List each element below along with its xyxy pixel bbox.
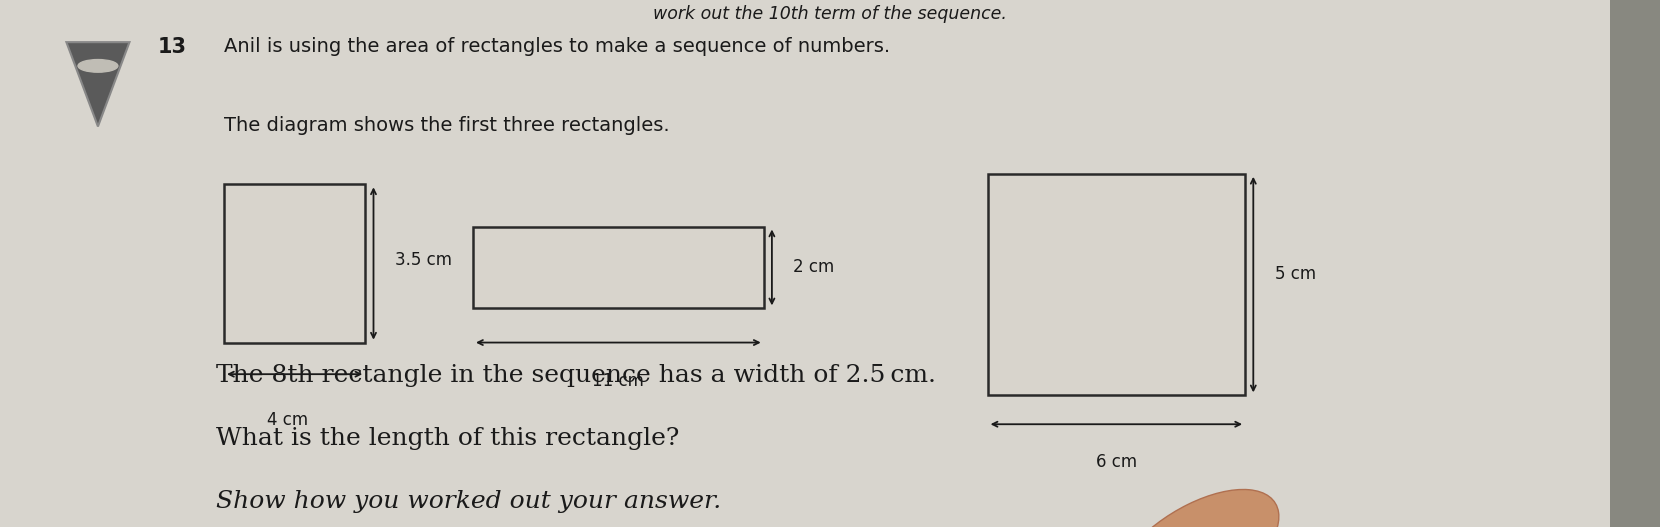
Text: work out the 10th term of the sequence.: work out the 10th term of the sequence. (652, 5, 1008, 23)
Text: 5 cm: 5 cm (1275, 265, 1316, 282)
Text: Show how you worked out your answer.: Show how you worked out your answer. (216, 490, 720, 513)
Bar (473, 227, 764, 308)
Circle shape (78, 60, 118, 72)
Ellipse shape (1112, 490, 1278, 527)
Text: 3.5 cm: 3.5 cm (395, 251, 452, 269)
Text: 11 cm: 11 cm (593, 372, 644, 389)
Bar (224, 184, 365, 343)
Text: The 8th rectangle in the sequence has a width of 2.5 cm.: The 8th rectangle in the sequence has a … (216, 364, 936, 387)
Text: The diagram shows the first three rectangles.: The diagram shows the first three rectan… (224, 116, 669, 135)
Text: What is the length of this rectangle?: What is the length of this rectangle? (216, 427, 679, 450)
Text: 4 cm: 4 cm (267, 411, 309, 429)
Text: 6 cm: 6 cm (1096, 453, 1137, 471)
Polygon shape (66, 42, 129, 126)
Text: 13: 13 (158, 37, 186, 57)
Text: Anil is using the area of rectangles to make a sequence of numbers.: Anil is using the area of rectangles to … (224, 37, 890, 56)
Bar (1610, 0, 1660, 527)
Text: 2 cm: 2 cm (793, 258, 835, 277)
Bar (988, 174, 1245, 395)
